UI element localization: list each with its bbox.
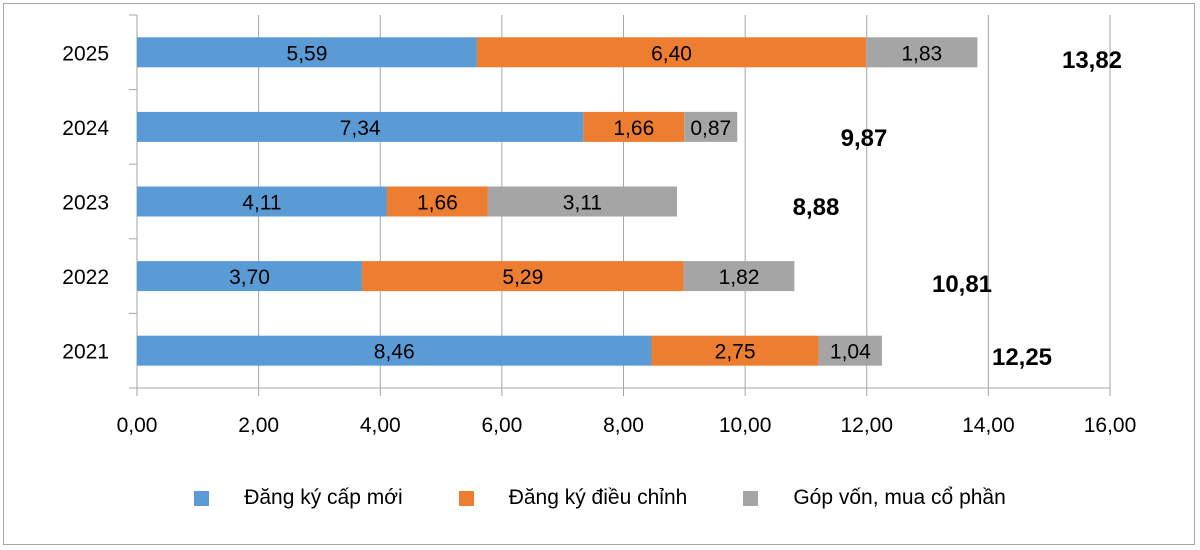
x-tick-label: 14,00 — [962, 414, 1015, 437]
bar-2021-series-2 — [818, 335, 882, 366]
data-label-2024-series-2: 0,87 — [690, 117, 731, 140]
legend: Đăng ký cấp mới Đăng ký điều chỉnh Góp v… — [0, 486, 1200, 510]
total-label-2025: 13,82 — [1062, 47, 1122, 74]
y-tick-label-2022: 2022 — [62, 266, 109, 289]
data-label-2025-series-2: 1,83 — [901, 42, 942, 65]
data-label-2023-series-1: 1,66 — [417, 192, 458, 215]
legend-swatch-capital — [743, 490, 759, 506]
data-label-2021-series-2: 1,04 — [830, 341, 871, 364]
x-tick-label: 4,00 — [360, 414, 401, 437]
bar-2024-series-0 — [137, 111, 584, 142]
data-label-2024-series-0: 7,34 — [340, 117, 381, 140]
bar-2025-series-2 — [866, 37, 978, 68]
y-tick-label-2024: 2024 — [62, 117, 109, 140]
bar-2022-series-2 — [683, 261, 795, 292]
x-tick-label: 2,00 — [238, 414, 279, 437]
legend-item-adjust: Đăng ký điều chỉnh — [458, 486, 688, 510]
x-tick-label: 8,00 — [603, 414, 644, 437]
bar-2023-series-0 — [137, 186, 387, 217]
data-label-2022-series-2: 1,82 — [719, 266, 760, 289]
y-tick-label-2023: 2023 — [62, 192, 109, 215]
total-label-2023: 8,88 — [793, 194, 840, 221]
legend-label-capital: Góp vốn, mua cổ phần — [793, 486, 1006, 509]
bar-2023-series-2 — [487, 186, 678, 217]
bar-2023-series-1 — [386, 186, 488, 217]
x-tick-label: 10,00 — [719, 414, 772, 437]
chart-frame — [3, 3, 1195, 545]
data-label-2022-series-1: 5,29 — [502, 266, 543, 289]
bar-2024-series-2 — [684, 111, 738, 142]
y-tick-label-2025: 2025 — [62, 42, 109, 65]
data-label-2024-series-1: 1,66 — [613, 117, 654, 140]
bar-2024-series-1 — [583, 111, 685, 142]
y-tick-label-2021: 2021 — [62, 341, 109, 364]
total-label-2021: 12,25 — [992, 344, 1052, 371]
data-label-2023-series-0: 4,11 — [242, 192, 281, 215]
bar-2022-series-1 — [362, 261, 684, 292]
x-tick-label: 16,00 — [1084, 414, 1137, 437]
data-label-2021-series-0: 8,46 — [374, 341, 415, 364]
x-tick-label: 0,00 — [117, 414, 158, 437]
legend-item-capital: Góp vốn, mua cổ phần — [743, 486, 1006, 510]
legend-swatch-adjust — [458, 490, 474, 506]
bar-2021-series-1 — [651, 335, 819, 366]
x-tick-label: 6,00 — [481, 414, 522, 437]
bar-2022-series-0 — [137, 261, 363, 292]
total-label-2024: 9,87 — [841, 125, 888, 152]
data-label-2022-series-0: 3,70 — [229, 266, 270, 289]
legend-label-adjust: Đăng ký điều chỉnh — [508, 486, 688, 509]
legend-label-new: Đăng ký cấp mới — [244, 486, 403, 509]
bar-2025-series-1 — [476, 37, 867, 68]
data-label-2023-series-2: 3,11 — [563, 192, 602, 215]
data-label-2025-series-0: 5,59 — [287, 42, 328, 65]
legend-swatch-new — [194, 490, 210, 506]
bar-2021-series-0 — [137, 335, 652, 366]
x-tick-label: 12,00 — [840, 414, 893, 437]
total-label-2022: 10,81 — [932, 271, 992, 298]
data-label-2021-series-1: 2,75 — [715, 341, 756, 364]
data-label-2025-series-1: 6,40 — [651, 42, 692, 65]
legend-item-new: Đăng ký cấp mới — [194, 486, 403, 510]
bar-2025-series-0 — [137, 37, 477, 68]
